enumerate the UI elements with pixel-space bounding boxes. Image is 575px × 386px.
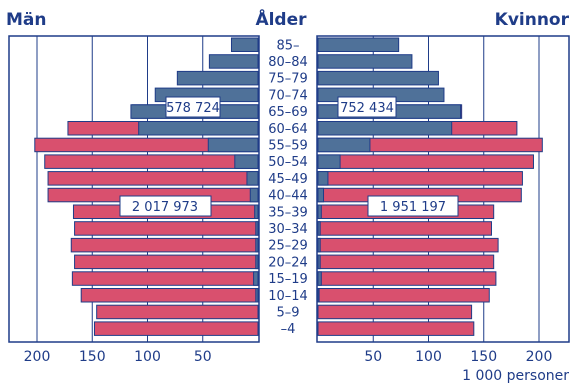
bar-men-highlight	[208, 54, 259, 69]
bar-men-total	[96, 304, 259, 320]
bar-men-total	[93, 321, 259, 336]
tick-label-men: 100	[134, 349, 161, 365]
age-group-label: 5–9	[276, 305, 299, 320]
bar-men-highlight	[207, 137, 259, 153]
bar-women-highlight	[317, 37, 400, 52]
tick-label-men: 50	[194, 349, 212, 365]
tick-label-women: 150	[470, 349, 497, 365]
tick-label-men: 200	[24, 349, 51, 365]
bar-women-highlight	[317, 204, 322, 219]
bar-men-total	[71, 271, 259, 286]
annotation-label: 1 951 197	[380, 200, 446, 215]
annotation-women-younger: 1 951 197	[367, 195, 459, 217]
age-group-label: 15–19	[268, 272, 308, 287]
tick-label-women: 100	[415, 349, 442, 365]
annotation-label: 2 017 973	[132, 200, 198, 215]
age-group-label: 50–54	[268, 155, 308, 170]
bar-women-highlight	[317, 271, 322, 286]
bar-men-total	[74, 254, 259, 270]
bar-women-total	[317, 271, 497, 286]
bar-men-highlight	[249, 187, 259, 203]
bar-men-total	[44, 154, 259, 169]
age-group-label: 30–34	[268, 222, 308, 237]
age-group-label: 65–69	[268, 105, 308, 120]
bar-women-total	[317, 288, 490, 303]
tick-labels: 200 150 100 50 50 100 150 200	[24, 349, 553, 365]
bar-women-total	[317, 237, 499, 253]
tick-label-women: 200	[526, 349, 553, 365]
age-group-label: 25–29	[268, 239, 308, 254]
women-title: Kvinnor	[495, 10, 570, 30]
bar-men-total	[74, 221, 259, 236]
annotation-label: 578 724	[166, 101, 220, 116]
men-title: Män	[6, 10, 47, 30]
bar-men-highlight	[253, 271, 259, 286]
age-group-label: 20–24	[268, 255, 308, 270]
age-group-label: 45–49	[268, 172, 308, 187]
bar-women-total	[317, 321, 475, 336]
tick-label-women: 50	[364, 349, 382, 365]
bar-men-highlight	[138, 121, 259, 136]
bar-women-highlight	[317, 154, 341, 169]
bar-men-highlight	[255, 288, 259, 303]
bar-women-highlight	[317, 288, 320, 303]
bar-women-highlight	[317, 221, 321, 236]
bar-men-highlight	[234, 154, 259, 169]
annotation-box	[337, 96, 397, 118]
annotation-label: 752 434	[340, 101, 394, 116]
bar-women-highlight	[317, 254, 321, 270]
bar-women-total	[317, 171, 523, 186]
bar-men-total	[70, 237, 259, 253]
age-group-label: 85–	[276, 38, 299, 53]
age-group-label: 60–64	[268, 122, 308, 137]
bar-women-highlight	[317, 121, 453, 136]
bar-women-highlight	[317, 70, 439, 86]
bar-men-highlight	[176, 70, 259, 86]
annotation-box	[367, 195, 459, 217]
age-group-label: 80–84	[268, 55, 308, 70]
annotation-box	[119, 195, 212, 217]
age-group-label: 75–79	[268, 72, 308, 87]
tick-label-men: 150	[79, 349, 106, 365]
annotation-box	[165, 96, 221, 118]
bar-men-highlight	[230, 37, 259, 52]
age-group-label: –4	[281, 322, 296, 337]
bar-women-highlight	[317, 137, 371, 153]
unit-label: 1 000 personer	[462, 368, 569, 384]
bar-men-highlight	[254, 204, 259, 219]
bar-women-total	[317, 221, 492, 236]
annotation-women-older: 752 434	[337, 96, 397, 118]
age-group-label: 55–59	[268, 138, 308, 153]
bar-women-highlight	[317, 54, 413, 69]
bar-men-total	[80, 288, 259, 303]
bar-women-highlight	[317, 171, 329, 186]
bar-men-highlight	[255, 237, 259, 253]
age-group-label: 40–44	[268, 189, 308, 204]
age-group-label: 70–74	[268, 88, 308, 103]
bar-women-total	[317, 304, 473, 320]
bar-men-total	[47, 171, 259, 186]
annotation-men-older: 578 724	[165, 96, 221, 118]
bar-women-total	[317, 154, 534, 169]
age-group-label: 35–39	[268, 205, 308, 220]
bar-women-highlight	[317, 187, 325, 203]
bar-women-highlight	[317, 237, 321, 253]
annotation-men-younger: 2 017 973	[119, 195, 212, 217]
bar-men-highlight	[255, 221, 259, 236]
bar-women-total	[317, 254, 495, 270]
age-title: Ålder	[255, 7, 307, 30]
bar-men-highlight	[255, 254, 259, 270]
bar-men-highlight	[246, 171, 259, 186]
age-group-label: 10–14	[268, 289, 308, 304]
